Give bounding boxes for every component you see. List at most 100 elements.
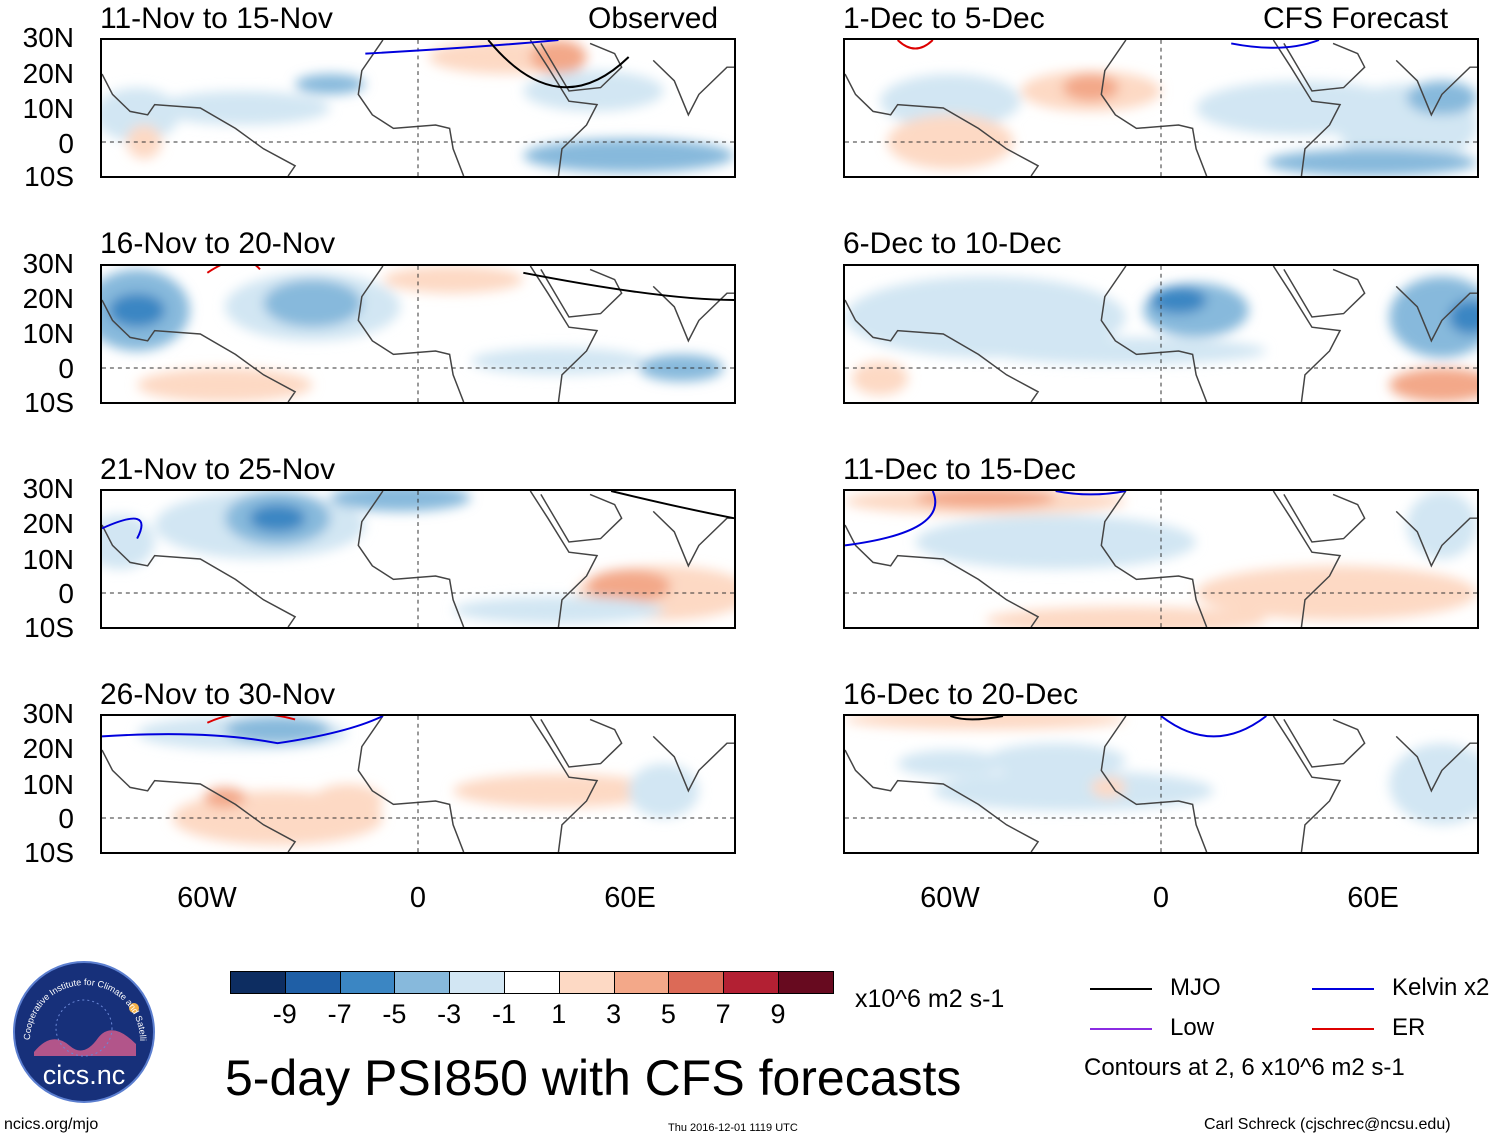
y-tick-label: 20N [22, 283, 74, 314]
wave-contour [523, 271, 734, 301]
coastline [102, 716, 734, 852]
y-tick-label: 30N [22, 248, 74, 279]
anomaly-contour [1062, 74, 1119, 102]
map-panel [843, 489, 1479, 629]
wave-contour [102, 517, 143, 540]
main-title: 5-day PSI850 with CFS forecasts [225, 1050, 962, 1106]
colorbar-swatch [558, 971, 615, 994]
anomaly-contour [249, 504, 306, 532]
footer-website[interactable]: ncics.org/mjo [4, 1116, 99, 1133]
y-tick-label: 0 [58, 353, 74, 384]
anomaly-contour [1448, 300, 1477, 334]
y-tick-label: 30N [22, 473, 74, 504]
panel-title-1: 11-Nov to 15-Nov [100, 2, 333, 35]
coastline [845, 491, 1477, 627]
anomaly-contour [453, 773, 664, 808]
panel-title-2: 16-Nov to 20-Nov [100, 227, 336, 260]
y-tick-label: 10S [24, 612, 74, 643]
colorbar-swatch [668, 971, 725, 994]
anomaly-contour [312, 784, 383, 818]
colorbar-swatch [394, 971, 451, 994]
anomaly-contour [1196, 565, 1477, 621]
anomaly-contour [523, 70, 664, 112]
panel-title-4: 26-Nov to 30-Nov [100, 678, 336, 711]
colorbar-swatch [778, 971, 834, 994]
map-svg [845, 491, 1477, 627]
panel-title-3: 21-Nov to 25-Nov [100, 453, 336, 486]
x-tick-label: 60E [604, 882, 656, 914]
y-tick-label: 20N [22, 58, 74, 89]
anomaly-contour [1389, 368, 1477, 402]
anomaly-contour [109, 293, 166, 328]
panel-title-8: 16-Dec to 20-Dec [843, 678, 1079, 711]
y-tick-label: 10N [22, 318, 74, 349]
y-tick-label: 20N [22, 733, 74, 764]
map-svg [102, 266, 734, 402]
coastline [845, 40, 1477, 176]
map-panel [843, 38, 1479, 178]
anomaly-contour [224, 716, 331, 744]
colorbar-swatch [284, 971, 341, 994]
colorbar-tick-label: -5 [382, 999, 407, 1029]
wave-contour [610, 491, 734, 520]
colorbar-swatch [504, 971, 560, 994]
wave-contour [487, 40, 630, 89]
y-tick-label: 20N [22, 508, 74, 539]
wave-contour [1160, 716, 1267, 738]
anomaly-contour [985, 606, 1267, 627]
anomaly-contour [137, 368, 313, 402]
anomaly-contour [915, 491, 1056, 508]
legend-label-er: ER [1392, 1014, 1426, 1041]
panel-title-6: 6-Dec to 10-Dec [843, 227, 1062, 260]
map-svg [845, 266, 1477, 402]
anomaly-contour [1406, 80, 1477, 115]
coastline [845, 716, 1477, 852]
wave-contour [949, 716, 1004, 721]
y-tick-label: 10S [24, 161, 74, 192]
y-tick-label: 30N [22, 698, 74, 729]
y-tick-label: 10N [22, 769, 74, 800]
x-tick-label: 60W [920, 882, 980, 914]
x-tick-label: 60E [1347, 882, 1399, 914]
footer-author: Carl Schreck (cjschrec@ncsu.edu) [1204, 1116, 1451, 1133]
observed-header: Observed [588, 2, 719, 35]
legend-line-er [1312, 1028, 1374, 1030]
colorbar-tick-label: 5 [660, 999, 676, 1029]
colorbar-swatch [613, 971, 670, 994]
colorbar-tick-label: -9 [272, 999, 297, 1029]
map-svg [845, 716, 1477, 852]
wave-contour [206, 716, 296, 724]
colorbar-tick-label: -1 [491, 999, 516, 1029]
anomaly-contour [470, 347, 647, 375]
anomaly-contour [639, 354, 724, 382]
y-tick-label: 0 [58, 128, 74, 159]
wave-contour [365, 40, 559, 55]
anomaly-contour [852, 361, 909, 396]
map-panel [843, 264, 1479, 404]
anomaly-contour [1150, 286, 1207, 314]
colorbar-swatch [339, 971, 396, 994]
logo-label: cics.nc [43, 1060, 126, 1090]
legend-note: Contours at 2, 6 x10^6 m2 s-1 [1084, 1054, 1405, 1081]
anomaly-contour [880, 74, 1021, 129]
anomaly-contour [154, 91, 331, 125]
anomaly-contour [915, 514, 1197, 570]
colorbar-swatch [449, 971, 505, 994]
colorbar-tick-label: 7 [715, 999, 731, 1029]
map-panel [100, 264, 736, 404]
anomaly-contour [523, 138, 734, 173]
coastline [845, 266, 1477, 402]
map-svg [102, 491, 734, 627]
anomaly-contour [1266, 148, 1477, 176]
panel-title-7: 11-Dec to 15-Dec [843, 453, 1076, 486]
cics-logo: Cooperative Institute for Climate and Sa… [12, 960, 155, 1103]
y-tick-label: 10N [22, 544, 74, 575]
forecast-header: CFS Forecast [1263, 2, 1449, 35]
wave-contour [206, 266, 261, 274]
wave-contour [102, 716, 384, 745]
legend-line-mjo [1090, 988, 1152, 990]
anomaly-contour [530, 40, 587, 74]
colorbar-tick-label: -3 [437, 999, 462, 1029]
colorbar-tick-label: 3 [606, 999, 622, 1029]
